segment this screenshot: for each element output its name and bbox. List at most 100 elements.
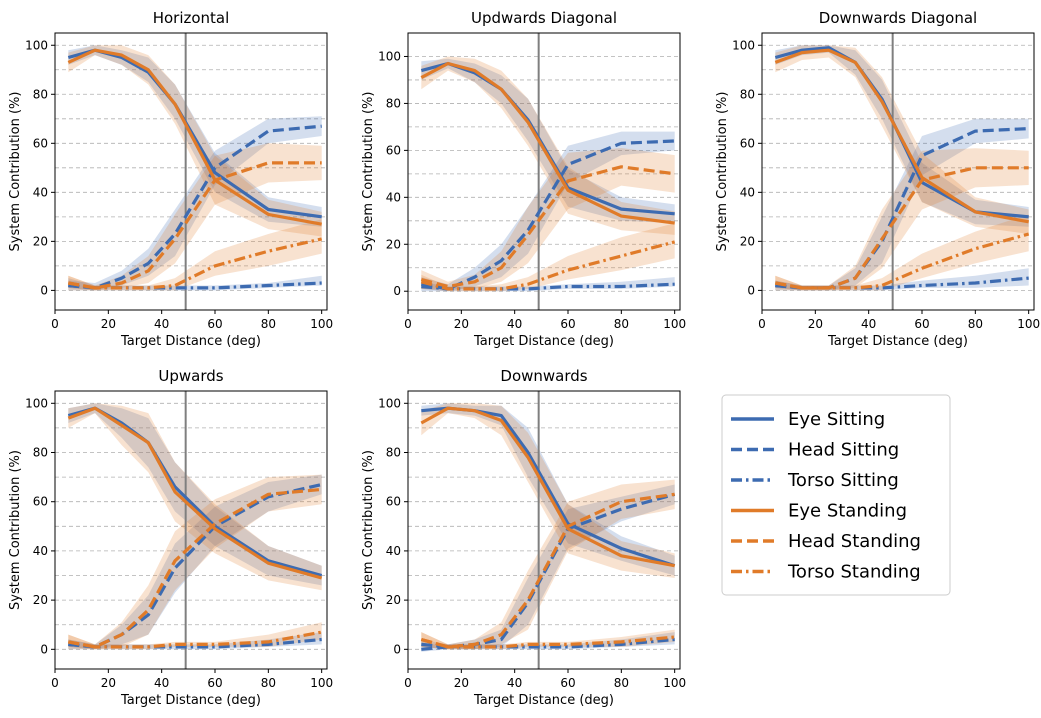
confidence-band-head-standing [68, 474, 322, 650]
panel-title: Downwards Diagonal [819, 9, 977, 27]
y-tick-label: 20 [386, 237, 401, 251]
chart-panel-2: 0 20 40 60 80 100 0 20 40 60 80 100 Downwards Diagon… [715, 9, 1040, 349]
y-axis-label: System Contribution (%) [361, 450, 376, 610]
chart-panel-0: 0 20 40 60 80 100 0 20 40 60 80 100 Horizontal Target… [8, 9, 333, 349]
y-axis-label: System Contribution (%) [361, 92, 376, 252]
series-line-torso-standing [775, 232, 1030, 290]
y-tick-label: 100 [25, 396, 48, 410]
y-tick-label: 40 [386, 544, 401, 558]
confidence-band-head-standing [775, 148, 1029, 291]
axes-frame [54, 32, 328, 311]
legend-label: Eye Sitting [788, 409, 885, 430]
grid-lines [762, 44, 1034, 291]
x-tick-label: 80 [261, 317, 276, 331]
series-line-head-sitting [68, 482, 323, 649]
legend: Eye Sitting Head Sitting Torso Sitting Eye … [721, 394, 951, 596]
x-tick-label: 40 [861, 317, 876, 331]
confidence-band-eye-sitting [68, 403, 322, 586]
y-tick-label: 80 [386, 446, 401, 460]
confidence-band-torso-sitting [421, 277, 675, 292]
confidence-band-head-sitting [68, 474, 322, 650]
axes-frame [761, 32, 1035, 311]
y-tick-label: 100 [25, 38, 48, 52]
x-tick-label: 100 [1017, 317, 1040, 331]
y-tick-label: 0 [747, 283, 755, 297]
legend-label: Eye Standing [788, 501, 907, 522]
x-tick-label: 60 [207, 676, 222, 690]
x-tick-label: 100 [310, 676, 333, 690]
x-tick-label: 20 [808, 317, 823, 331]
x-tick-label: 80 [261, 676, 276, 690]
y-axis-label: System Contribution (%) [715, 92, 730, 252]
y-tick-label: 80 [33, 87, 48, 101]
x-tick-label: 100 [310, 317, 333, 331]
x-tick-label: 20 [454, 676, 469, 690]
axes-frame [54, 390, 328, 670]
series-line-eye-standing [420, 406, 675, 568]
x-tick-label: 0 [404, 317, 412, 331]
series-line-head-standing [68, 161, 322, 290]
legend-label: Head Sitting [788, 440, 899, 461]
confidence-band-eye-standing [421, 56, 675, 235]
y-tick-label: 60 [33, 136, 48, 150]
axes-frame [407, 390, 681, 670]
panel-title: Updwards Diagonal [471, 9, 617, 27]
series-line-torso-standing [68, 237, 323, 290]
series-line-head-sitting [68, 124, 322, 290]
y-tick-label: 0 [393, 642, 401, 656]
y-tick-label: 20 [740, 234, 755, 248]
chart-panel-1: 0 20 40 60 80 100 0 20 40 60 80 100 Updwards Diagona… [361, 9, 686, 349]
x-tick-label: 0 [51, 317, 59, 331]
legend-label: Torso Standing [787, 562, 921, 583]
series-line-head-standing [775, 166, 1029, 290]
x-tick-label: 0 [404, 676, 412, 690]
chart-panel-3: 0 20 40 60 80 100 0 20 40 60 80 100 Upwards Target Di… [8, 367, 333, 708]
x-tick-label: 60 [560, 676, 575, 690]
x-tick-label: 60 [560, 317, 575, 331]
series-line-eye-standing [774, 48, 1029, 224]
confidence-band-head-standing [421, 148, 675, 289]
confidence-band-torso-sitting [775, 268, 1029, 291]
series-line-eye-standing [67, 48, 322, 226]
y-tick-label: 40 [386, 190, 401, 204]
y-tick-label: 60 [740, 136, 755, 150]
y-tick-label: 40 [740, 185, 755, 199]
x-tick-label: 60 [207, 317, 222, 331]
chart-panels: 0 20 40 60 80 100 0 20 40 60 80 100 Horizontal Target… [8, 9, 1040, 708]
series-line-head-sitting [421, 492, 676, 651]
y-tick-label: 20 [386, 593, 401, 607]
series-line-head-standing [420, 165, 675, 289]
x-tick-label: 40 [154, 317, 169, 331]
y-tick-label: 100 [732, 38, 755, 52]
y-axis-label: System Contribution (%) [8, 450, 23, 610]
confidence-band-torso-standing [421, 629, 675, 650]
confidence-band-eye-sitting [421, 58, 675, 224]
grid-lines [408, 402, 680, 650]
legend-box [721, 394, 951, 596]
y-tick-label: 80 [386, 96, 401, 110]
x-axis-label: Target Distance (deg) [120, 334, 261, 349]
x-tick-label: 80 [614, 676, 629, 690]
confidence-band-head-sitting [421, 131, 675, 292]
series-line-eye-standing [67, 406, 323, 580]
chart-panel-4: 0 20 40 60 80 100 0 20 40 60 80 100 Downwards Target … [361, 367, 686, 708]
confidence-band-head-standing [68, 143, 322, 291]
y-tick-label: 40 [33, 544, 48, 558]
y-tick-label: 60 [33, 495, 48, 509]
y-tick-label: 100 [378, 396, 401, 410]
x-axis-label: Target Distance (deg) [473, 334, 614, 349]
x-tick-label: 20 [454, 317, 469, 331]
y-tick-label: 20 [33, 593, 48, 607]
confidence-band-eye-standing [68, 403, 322, 591]
x-tick-label: 20 [101, 676, 116, 690]
y-tick-label: 0 [40, 642, 48, 656]
series-line-torso-standing [420, 240, 676, 291]
confidence-band-torso-sitting [68, 632, 322, 650]
series-line-head-standing [68, 487, 322, 649]
y-axis-label: System Contribution (%) [8, 92, 23, 252]
panel-title: Upwards [158, 367, 223, 385]
x-tick-label: 80 [614, 317, 629, 331]
x-tick-label: 20 [101, 317, 116, 331]
confidence-band-eye-sitting [775, 45, 1029, 227]
y-tick-label: 40 [33, 185, 48, 199]
